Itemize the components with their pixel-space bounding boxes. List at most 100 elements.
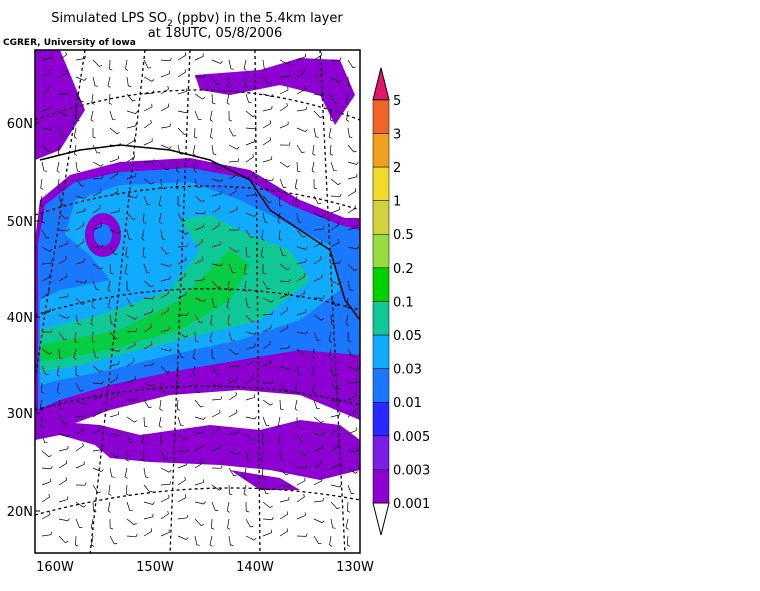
wind-barb (211, 465, 223, 469)
wind-barb (194, 276, 205, 282)
wind-barb (143, 341, 153, 350)
wind-barb (92, 280, 100, 290)
wind-barb (330, 518, 336, 529)
wind-barb (194, 178, 201, 189)
wind-barb (160, 510, 169, 520)
wind-barb (245, 154, 254, 163)
colorbar: 0.001 0.003 0.005 0.01 0.03 0.05 0.1 0.2 0.5 1 2 3 5 (372, 67, 430, 536)
wind-barb (211, 518, 215, 530)
wind-barb (296, 348, 307, 357)
colorbar-segment (372, 200, 390, 235)
wind-barb (109, 360, 120, 367)
wind-barb (312, 382, 317, 394)
wind-barb (277, 212, 281, 224)
wind-barb (143, 59, 152, 69)
wind-barb (243, 484, 247, 496)
wind-barb (107, 501, 111, 513)
wind-barb (91, 535, 95, 547)
wind-barb (39, 399, 43, 411)
wind-barb (279, 382, 288, 392)
wind-barb (313, 331, 321, 341)
wind-barb (347, 205, 356, 214)
wind-barb (126, 328, 138, 333)
parallel (35, 288, 360, 316)
wind-barb (245, 518, 254, 528)
wind-barb (58, 445, 69, 452)
wind-barb (75, 178, 85, 187)
wind-barb (58, 331, 67, 340)
wind-barb (143, 528, 153, 537)
wind-barb (107, 76, 111, 88)
parallel (35, 487, 360, 516)
wind-barb (194, 195, 205, 203)
wind-barb (347, 365, 359, 371)
meridian (254, 50, 261, 553)
wind-barb (126, 110, 138, 115)
wind-barb (194, 428, 205, 435)
wind-barb (73, 127, 77, 139)
wind-barb (313, 178, 318, 190)
wind-barb (75, 382, 84, 392)
wind-barb (245, 433, 256, 442)
wind-barb (330, 110, 334, 122)
wind-barb (92, 381, 104, 385)
wind-barb (243, 59, 247, 71)
wind-barb (92, 297, 96, 309)
wind-barb (194, 460, 203, 469)
wind-barb (347, 484, 355, 494)
wind-barb (124, 263, 128, 275)
wind-barb (58, 212, 69, 220)
wind-barb (75, 207, 86, 214)
wind-barb (211, 161, 221, 170)
wind-barb (228, 158, 240, 163)
wind-barb (296, 493, 305, 503)
wind-barb (41, 54, 52, 61)
wind-barb (75, 76, 87, 81)
wind-barb (211, 190, 222, 197)
wind-barb (226, 501, 230, 513)
wind-barb (330, 193, 342, 198)
wind-barb (296, 86, 306, 95)
wind-barb (126, 518, 137, 526)
wind-barb (160, 123, 171, 129)
wind-barb (109, 229, 121, 234)
wind-barb (143, 513, 154, 520)
wind-barb (194, 297, 206, 303)
wind-barb (92, 161, 104, 167)
wind-barb (160, 86, 169, 95)
title-prefix: Simulated LPS SO (51, 11, 167, 26)
wind-barb (313, 127, 319, 138)
wind-barb (58, 110, 70, 117)
wind-barb (160, 365, 171, 374)
wind-barb (58, 399, 64, 410)
wind-barb (245, 501, 250, 513)
colorbar-label: 0.003 (393, 463, 430, 478)
wind-barb (177, 229, 189, 235)
wind-barb (245, 138, 255, 146)
coastline (39, 144, 360, 321)
wind-barb (160, 229, 166, 240)
wind-barb (194, 256, 204, 265)
wind-barb (126, 501, 133, 512)
wind-barb (347, 127, 353, 138)
wind-barb (279, 102, 288, 112)
wind-barb (41, 478, 51, 486)
wind-barb (313, 518, 325, 524)
wind-barb (347, 161, 359, 165)
wind-barb (279, 511, 288, 520)
wind-barb (313, 431, 325, 436)
wind-barb (41, 433, 48, 444)
wind-barb (160, 275, 171, 282)
wind-barb (329, 144, 334, 156)
wind-barb (330, 76, 342, 83)
wind-barb (279, 142, 291, 146)
wind-barb (296, 477, 306, 486)
wind-barb (75, 55, 86, 61)
wind-barb (211, 501, 219, 511)
wind-barb (194, 53, 204, 61)
wind-barb (245, 126, 257, 130)
wind-barb (126, 93, 136, 102)
wind-barb (177, 127, 188, 135)
wind-barb (194, 223, 204, 231)
wind-barb (228, 376, 238, 384)
